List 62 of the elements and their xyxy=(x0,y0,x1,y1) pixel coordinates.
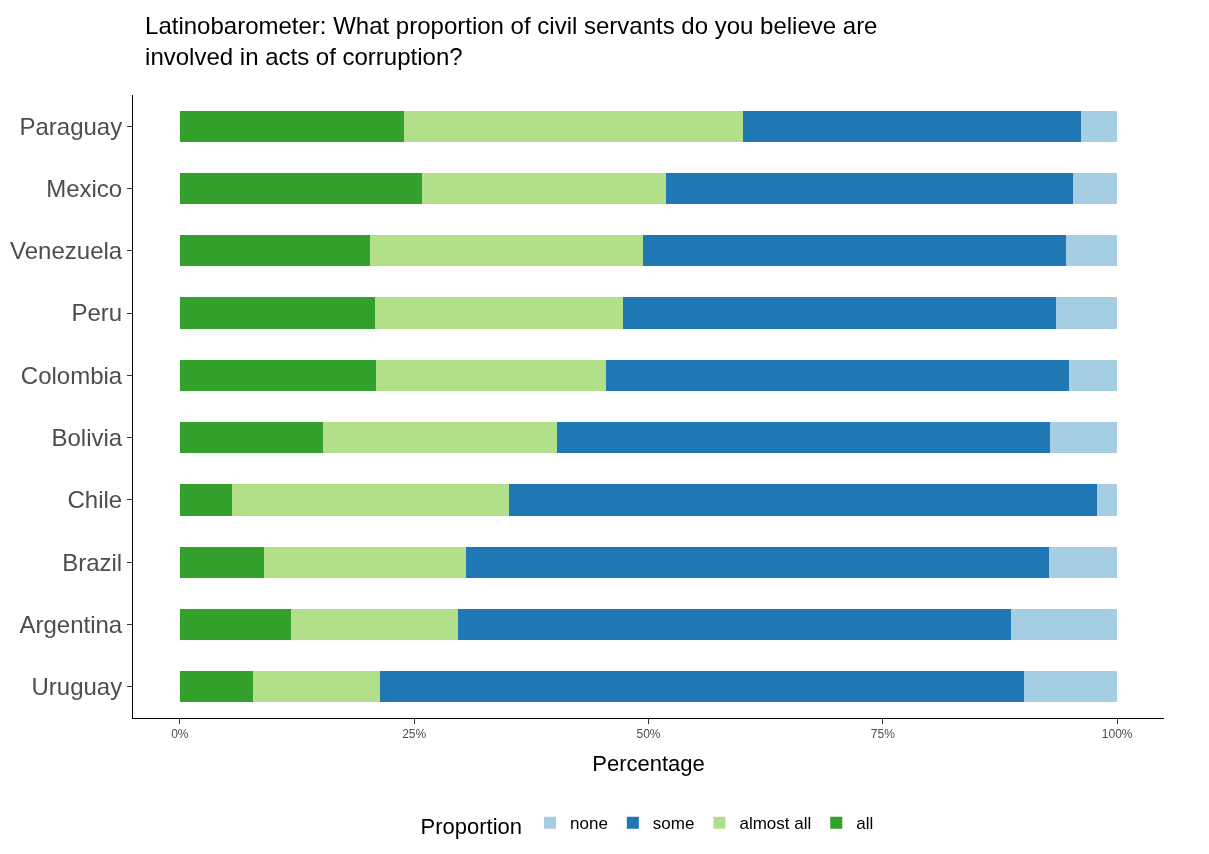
bar xyxy=(179,172,422,205)
bar xyxy=(179,422,324,454)
x-tick-label: 100% xyxy=(1101,727,1133,742)
legend-label: almost all xyxy=(739,814,812,834)
x-tick-label: 0% xyxy=(171,727,189,742)
bar xyxy=(179,235,371,267)
bar xyxy=(623,297,1057,329)
bar xyxy=(1069,359,1118,391)
bar xyxy=(1049,422,1118,454)
bar xyxy=(291,608,459,641)
bar xyxy=(1065,235,1118,267)
bar xyxy=(666,172,1074,205)
legend-label: some xyxy=(652,814,695,834)
y-tick-label: Brazil xyxy=(62,548,123,576)
bar xyxy=(179,297,375,329)
bar xyxy=(179,359,376,391)
bar xyxy=(179,484,233,516)
bar xyxy=(458,608,1012,641)
y-tick-label: Bolivia xyxy=(51,424,123,452)
bar xyxy=(1024,671,1118,703)
y-tick-label: Argentina xyxy=(19,610,123,638)
bar xyxy=(179,546,265,578)
legend-label: none xyxy=(570,814,608,834)
y-tick-label: Colombia xyxy=(20,361,123,389)
bar xyxy=(1048,546,1118,578)
bar xyxy=(252,671,380,703)
bar xyxy=(421,172,667,205)
bar xyxy=(403,110,744,142)
bar xyxy=(1080,110,1118,142)
y-tick-label: Mexico xyxy=(46,174,123,202)
bar xyxy=(264,546,466,578)
bar xyxy=(606,359,1070,391)
bar xyxy=(1011,608,1118,641)
bar xyxy=(232,484,509,516)
bar xyxy=(642,235,1066,267)
x-tick-label: 25% xyxy=(402,727,427,742)
x-tick-label: 75% xyxy=(870,727,896,742)
legend-label: all xyxy=(856,814,874,834)
bar xyxy=(1056,297,1118,329)
bar xyxy=(1096,484,1118,516)
y-tick-label: Paraguay xyxy=(19,112,123,140)
bar xyxy=(374,297,624,329)
bar xyxy=(323,422,557,454)
y-tick-label: Venezuela xyxy=(10,237,123,265)
y-tick-label: Chile xyxy=(67,486,123,514)
y-tick-label: Uruguay xyxy=(31,673,123,701)
bar xyxy=(179,608,292,641)
bar xyxy=(508,484,1097,516)
bar xyxy=(375,359,607,391)
bar xyxy=(179,110,404,142)
y-tick-label: Peru xyxy=(71,299,123,327)
chart-title: Latinobarometer: What proportion of civil servants do you believe are involved in acts of corruption? xyxy=(145,12,878,71)
bar xyxy=(743,110,1081,142)
bar xyxy=(370,235,643,267)
bar xyxy=(1073,172,1118,205)
bar xyxy=(379,671,1025,703)
bar xyxy=(179,671,253,703)
legend-title: Proportion xyxy=(420,813,523,839)
bar xyxy=(465,546,1049,578)
x-axis-title: Percentage xyxy=(592,751,705,777)
bar xyxy=(556,422,1050,454)
x-tick-label: 50% xyxy=(636,727,661,742)
